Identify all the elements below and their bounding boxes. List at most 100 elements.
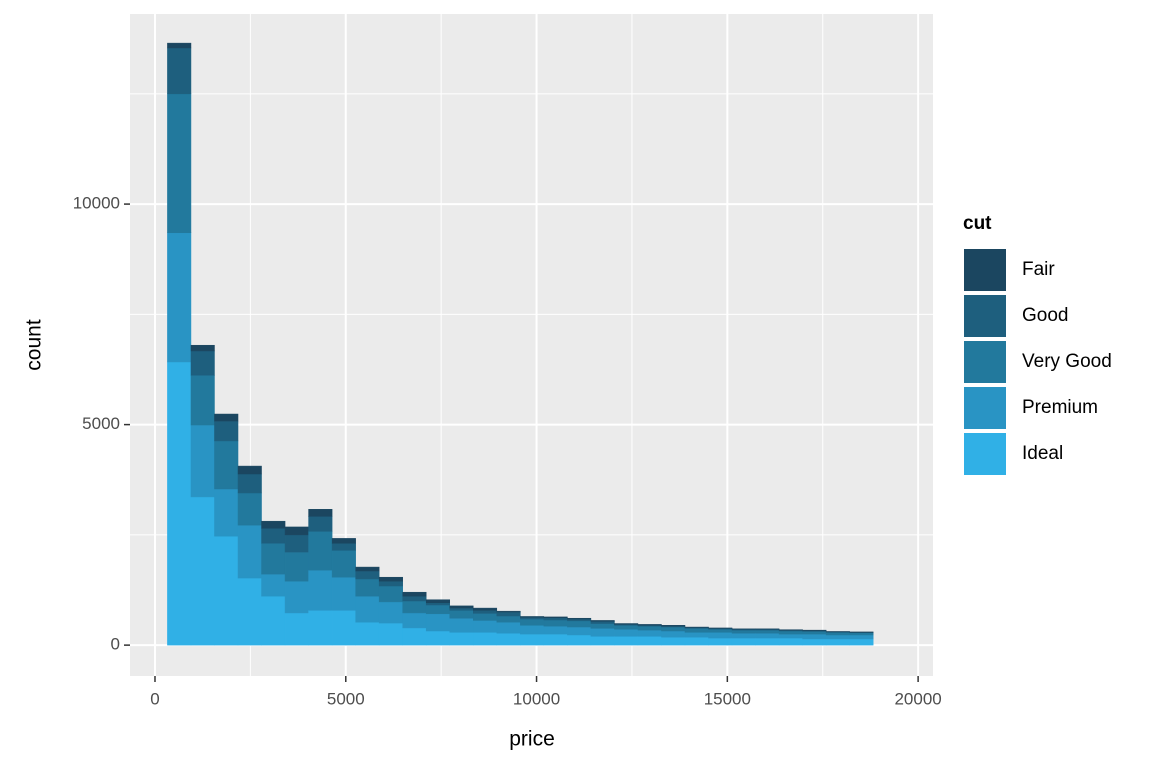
bar-segment [425,599,451,604]
bar-segment [567,634,592,646]
legend-label: Ideal [1022,443,1063,464]
bar-segment [731,632,756,639]
bar-segment [778,637,803,646]
y-axis-label: count [23,319,46,371]
bar-segment [449,605,474,609]
x-tick-label: 15000 [704,689,751,708]
bar-segment [708,632,733,639]
bar-segment [614,625,639,630]
bar-segment [449,610,474,619]
bar-segment [520,625,545,635]
bar-segment [520,616,545,618]
x-tick-label: 10000 [513,689,560,708]
bar-segment [167,47,192,95]
bar-segment [849,638,874,646]
bar-segment [637,629,662,637]
bar-segment [190,374,215,426]
bar-segment [402,591,427,597]
bar-segment [214,413,239,422]
bar-segment [284,580,309,614]
legend-title: cut [963,213,992,234]
bar-segment [449,607,474,611]
bar-segment [355,578,380,597]
bar-segment [425,602,451,606]
bar-segment [849,634,874,640]
legend-label: Fair [1022,259,1055,280]
bar-segment [284,612,309,646]
bar-segment [614,628,639,637]
bar-segment [237,492,262,526]
bar-segment [543,633,568,646]
bar-segment [190,496,215,646]
bar-segment [261,573,286,597]
bar-segment [167,42,192,49]
legend-label: Good [1022,305,1068,326]
y-tick-label: 10000 [73,194,120,213]
bar-segment [378,576,403,582]
bar-segment [684,632,709,638]
bar-segment [825,632,850,636]
bar-segment [331,576,356,611]
bar-segment [520,617,545,620]
legend-label: Premium [1022,397,1098,418]
bar-segment [425,613,451,632]
y-tick-label: 5000 [82,414,120,433]
bar-segment [308,610,333,646]
legend-key [962,339,1008,385]
bar-segment [520,618,545,626]
bar-segment [284,534,309,553]
bar-segment [308,531,333,571]
bar-segment [237,465,262,475]
legend-key [962,431,1008,477]
bar-segment [473,610,498,614]
bar-segment [331,542,356,551]
bar-segment [261,520,286,529]
bar-segment [214,440,239,490]
bar-segment [284,551,309,582]
bar-segment [802,638,827,646]
legend-key [962,247,1008,293]
bar-segment [684,636,709,646]
y-tick-label: 0 [111,635,120,654]
x-axis-label: price [509,728,555,751]
legend-key [962,385,1008,431]
bar-segment [190,424,215,498]
bar-segment [590,620,615,622]
bar-segment [214,488,239,537]
bar-segment [261,595,286,646]
bar-segment [402,595,427,602]
bar-segment [425,604,451,615]
bar-segment [637,636,662,646]
bar-segment [731,629,756,634]
bar-segment [731,637,756,646]
bar-segment [661,630,686,638]
bar-segment [473,632,498,646]
bar-segment [308,569,333,611]
bar-segment [543,617,568,621]
bar-segment [402,612,427,629]
bar-segment [496,615,521,623]
x-tick-label: 0 [150,689,159,708]
bar-segment [167,93,192,234]
bar-segment [284,526,309,536]
bar-segment [496,611,521,617]
bar-segment [543,616,568,619]
legend-key [962,293,1008,339]
bar-segment [543,619,568,627]
bar-segment [755,637,780,646]
bar-segment [167,232,192,363]
bars [167,42,874,646]
bar-segment [378,622,403,646]
x-tick-label: 5000 [327,689,365,708]
bar-segment [378,580,403,587]
bar-segment [355,621,380,646]
bar-segment [331,610,356,646]
bar-segment [402,600,427,614]
bar-segment [331,550,356,578]
bar-segment [567,626,592,636]
bar-segment [614,623,639,625]
bar-segment [778,630,803,635]
bar-segment [308,509,333,517]
